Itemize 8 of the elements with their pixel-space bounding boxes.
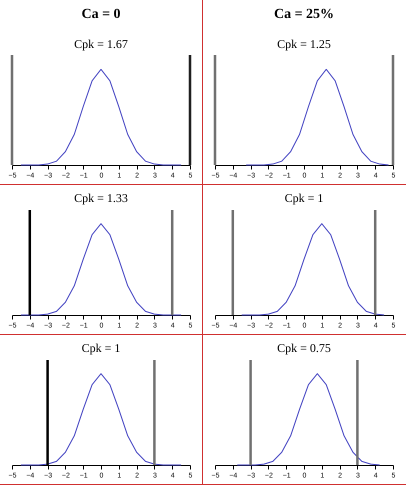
chart-subtitle: Cpk = 1.25 — [277, 36, 331, 51]
chart-title: Cpk = 0.75 — [277, 340, 331, 355]
chart-title: Cpk = 1 — [284, 190, 324, 205]
chart-title: Cpk = 1 — [82, 340, 120, 355]
chart-title: Cpk = 1.33 — [74, 190, 128, 205]
chart-title: Ca = 25% — [274, 6, 334, 22]
chart-title: Ca = 0 — [81, 6, 121, 22]
chart-subtitle: Cpk = 1.67 — [74, 36, 128, 51]
